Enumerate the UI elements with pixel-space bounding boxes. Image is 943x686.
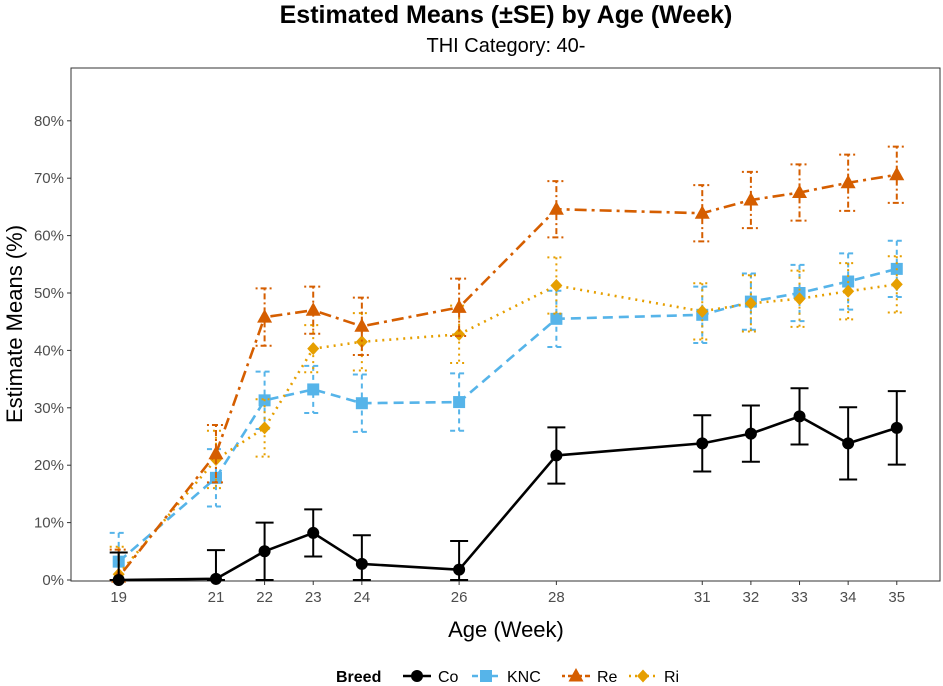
y-tick-label: 30%	[34, 400, 64, 417]
point-knc	[355, 397, 368, 410]
point-ri	[258, 421, 271, 435]
point-co	[209, 572, 222, 585]
x-tick-label: 22	[256, 589, 273, 606]
error-bar-ri	[255, 398, 274, 458]
series-line-co	[118, 415, 898, 582]
x-axis-title: Age (Week)	[448, 617, 564, 642]
point-ri	[550, 279, 563, 293]
y-tick-label: 40%	[34, 342, 64, 359]
x-tick-label: 35	[888, 589, 905, 606]
x-tick-label: 32	[743, 589, 760, 606]
y-tick-label: 0%	[42, 572, 64, 589]
y-tick-label: 70%	[34, 170, 64, 187]
point-re	[451, 299, 467, 313]
legend-item-re: Re	[562, 668, 618, 686]
error-bar-ri	[109, 545, 128, 581]
point-re	[548, 201, 564, 215]
point-re	[792, 184, 808, 199]
chart-subtitle: THI Category: 40-	[427, 35, 586, 57]
point-re	[694, 205, 710, 219]
x-tick-label: 21	[208, 589, 225, 606]
legend-title: Breed	[336, 669, 381, 686]
error-bar-ri	[693, 282, 712, 341]
chart-title: Estimated Means (±SE) by Age (Week)	[280, 1, 733, 29]
error-bar-ri	[887, 255, 906, 314]
x-tick-label: 31	[694, 589, 711, 606]
y-tick-label: 60%	[34, 228, 64, 245]
x-tick-label: 28	[548, 589, 565, 606]
point-ri	[842, 284, 855, 298]
point-ri	[307, 342, 320, 356]
point-re	[257, 309, 273, 323]
point-re	[208, 445, 224, 460]
y-tick-label: 80%	[34, 113, 64, 130]
legend-key-marker-knc	[480, 670, 492, 682]
error-bar-co	[352, 534, 371, 581]
series-line-re	[117, 173, 897, 578]
x-tick-label: 33	[791, 589, 808, 606]
point-ri	[793, 292, 806, 306]
point-knc	[453, 396, 466, 409]
legend-label-knc: KNC	[507, 669, 541, 686]
point-co	[696, 437, 709, 450]
point-co	[793, 410, 806, 423]
legend-item-co: Co	[403, 669, 459, 686]
plot-panel-border	[70, 67, 941, 582]
point-co	[355, 557, 368, 570]
point-co	[112, 574, 125, 586]
error-bar-ri	[547, 256, 566, 315]
legend-key-marker-co	[411, 670, 423, 682]
series-line-knc	[117, 267, 898, 563]
point-ri	[744, 296, 757, 310]
error-bar-ri	[741, 274, 760, 333]
point-co	[453, 563, 466, 576]
point-ri	[890, 277, 903, 291]
series-line-ri	[117, 283, 897, 576]
point-re	[354, 318, 370, 332]
point-co	[744, 427, 757, 440]
point-co	[890, 421, 903, 434]
error-bar-ri	[839, 262, 858, 321]
series-re	[109, 145, 906, 583]
y-tick-label: 50%	[34, 285, 64, 302]
legend-key-marker-ri	[637, 669, 649, 683]
point-re	[889, 166, 905, 181]
y-tick-label: 10%	[34, 515, 64, 532]
point-co	[307, 526, 320, 539]
point-knc	[307, 383, 320, 396]
point-knc	[550, 312, 563, 325]
series-co	[109, 387, 906, 586]
y-axis-title: Estimate Means (%)	[2, 225, 27, 423]
point-ri	[355, 335, 368, 349]
point-re	[305, 302, 321, 316]
series-knc	[109, 239, 906, 581]
point-ri	[696, 304, 709, 318]
x-tick-label: 26	[451, 589, 468, 606]
point-re	[840, 174, 856, 189]
x-tick-label: 19	[110, 589, 127, 606]
error-bar-knc	[304, 364, 323, 414]
x-tick-label: 24	[354, 589, 371, 606]
point-co	[842, 437, 855, 450]
legend: Co KNC Re Ri	[403, 668, 679, 686]
legend-label-re: Re	[597, 669, 618, 686]
x-tick-label: 34	[840, 589, 857, 606]
legend-label-co: Co	[438, 669, 459, 686]
point-co	[258, 545, 271, 558]
legend-key-marker-re	[568, 668, 584, 682]
legend-item-knc: KNC	[472, 669, 541, 686]
legend-item-ri: Ri	[629, 669, 679, 686]
point-co	[550, 449, 563, 462]
error-bar-ri	[790, 269, 809, 328]
x-tick-label: 23	[305, 589, 322, 606]
legend-label-ri: Ri	[664, 669, 679, 686]
point-ri	[453, 327, 466, 341]
y-tick-label: 20%	[34, 457, 64, 474]
point-re	[743, 192, 759, 206]
